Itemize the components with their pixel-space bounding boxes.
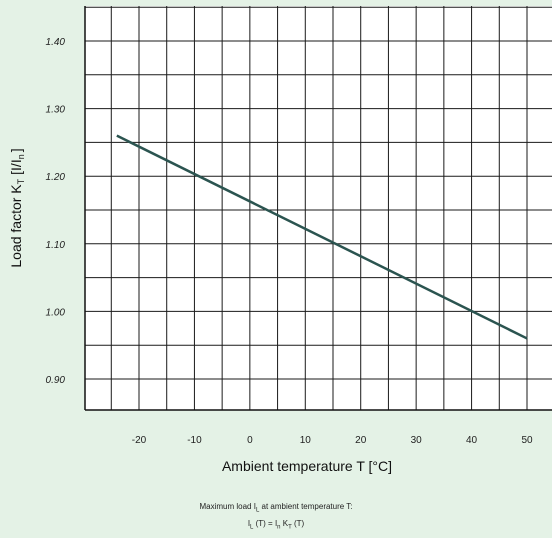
- footnote-line1-prefix: Maximum load I: [199, 502, 256, 511]
- y-axis-label: Load factor KT [I/In]: [8, 148, 26, 267]
- x-axis-label: Ambient temperature T [°C]: [222, 458, 392, 474]
- y-axis-label-unit-suffix: ]: [8, 148, 24, 152]
- x-tick-label: 20: [355, 435, 367, 446]
- series-group: [116, 134, 528, 340]
- formula-il-sub: L: [250, 524, 254, 531]
- y-tick-labels: 0.90 1.00 1.10 1.20 1.30 1.40: [46, 37, 66, 386]
- formula-eq: (T) = I: [253, 519, 278, 528]
- x-tick-labels: -20 -10 0 10 20 30 40 50: [132, 435, 533, 446]
- formula-k: K: [280, 519, 289, 528]
- footnote-line1-suffix: at ambient temperature T:: [259, 502, 353, 511]
- y-tick-label: 1.20: [46, 172, 66, 183]
- plot-frame: [84, 6, 552, 411]
- formula-kt-sub: T: [288, 524, 292, 531]
- footnote-line-1: Maximum load IL at ambient temperature T…: [0, 502, 552, 514]
- plot-area: [85, 6, 552, 410]
- y-tick-label: 1.10: [46, 240, 66, 251]
- y-tick-label: 0.90: [46, 375, 66, 386]
- y-tick-label: 1.40: [46, 37, 66, 48]
- x-tick-label: 40: [466, 435, 478, 446]
- x-tick-label: 30: [411, 435, 423, 446]
- formula-in-sub: n: [277, 524, 281, 531]
- formula-il: I: [247, 519, 251, 528]
- series-line: [116, 134, 528, 340]
- y-axis-label-subscript: T: [16, 178, 26, 184]
- x-tick-label: -10: [187, 435, 202, 446]
- grid: [85, 6, 552, 410]
- y-axis-label-unit-prefix: [I/I: [8, 159, 24, 175]
- x-tick-label: 10: [300, 435, 312, 446]
- y-axis-label-unit-subscript: n: [16, 154, 26, 159]
- x-tick-label: 0: [247, 435, 253, 446]
- x-tick-label: -20: [132, 435, 147, 446]
- y-tick-label: 1.00: [46, 307, 66, 318]
- formula-t: (T): [291, 519, 305, 528]
- footnote-formula: IL (T) = In KT (T): [0, 519, 552, 531]
- footnote-line1-sub: L: [255, 507, 260, 514]
- y-axis-label-main: Load factor K: [8, 184, 24, 268]
- x-tick-label: 50: [521, 435, 533, 446]
- y-tick-label: 1.30: [46, 105, 66, 116]
